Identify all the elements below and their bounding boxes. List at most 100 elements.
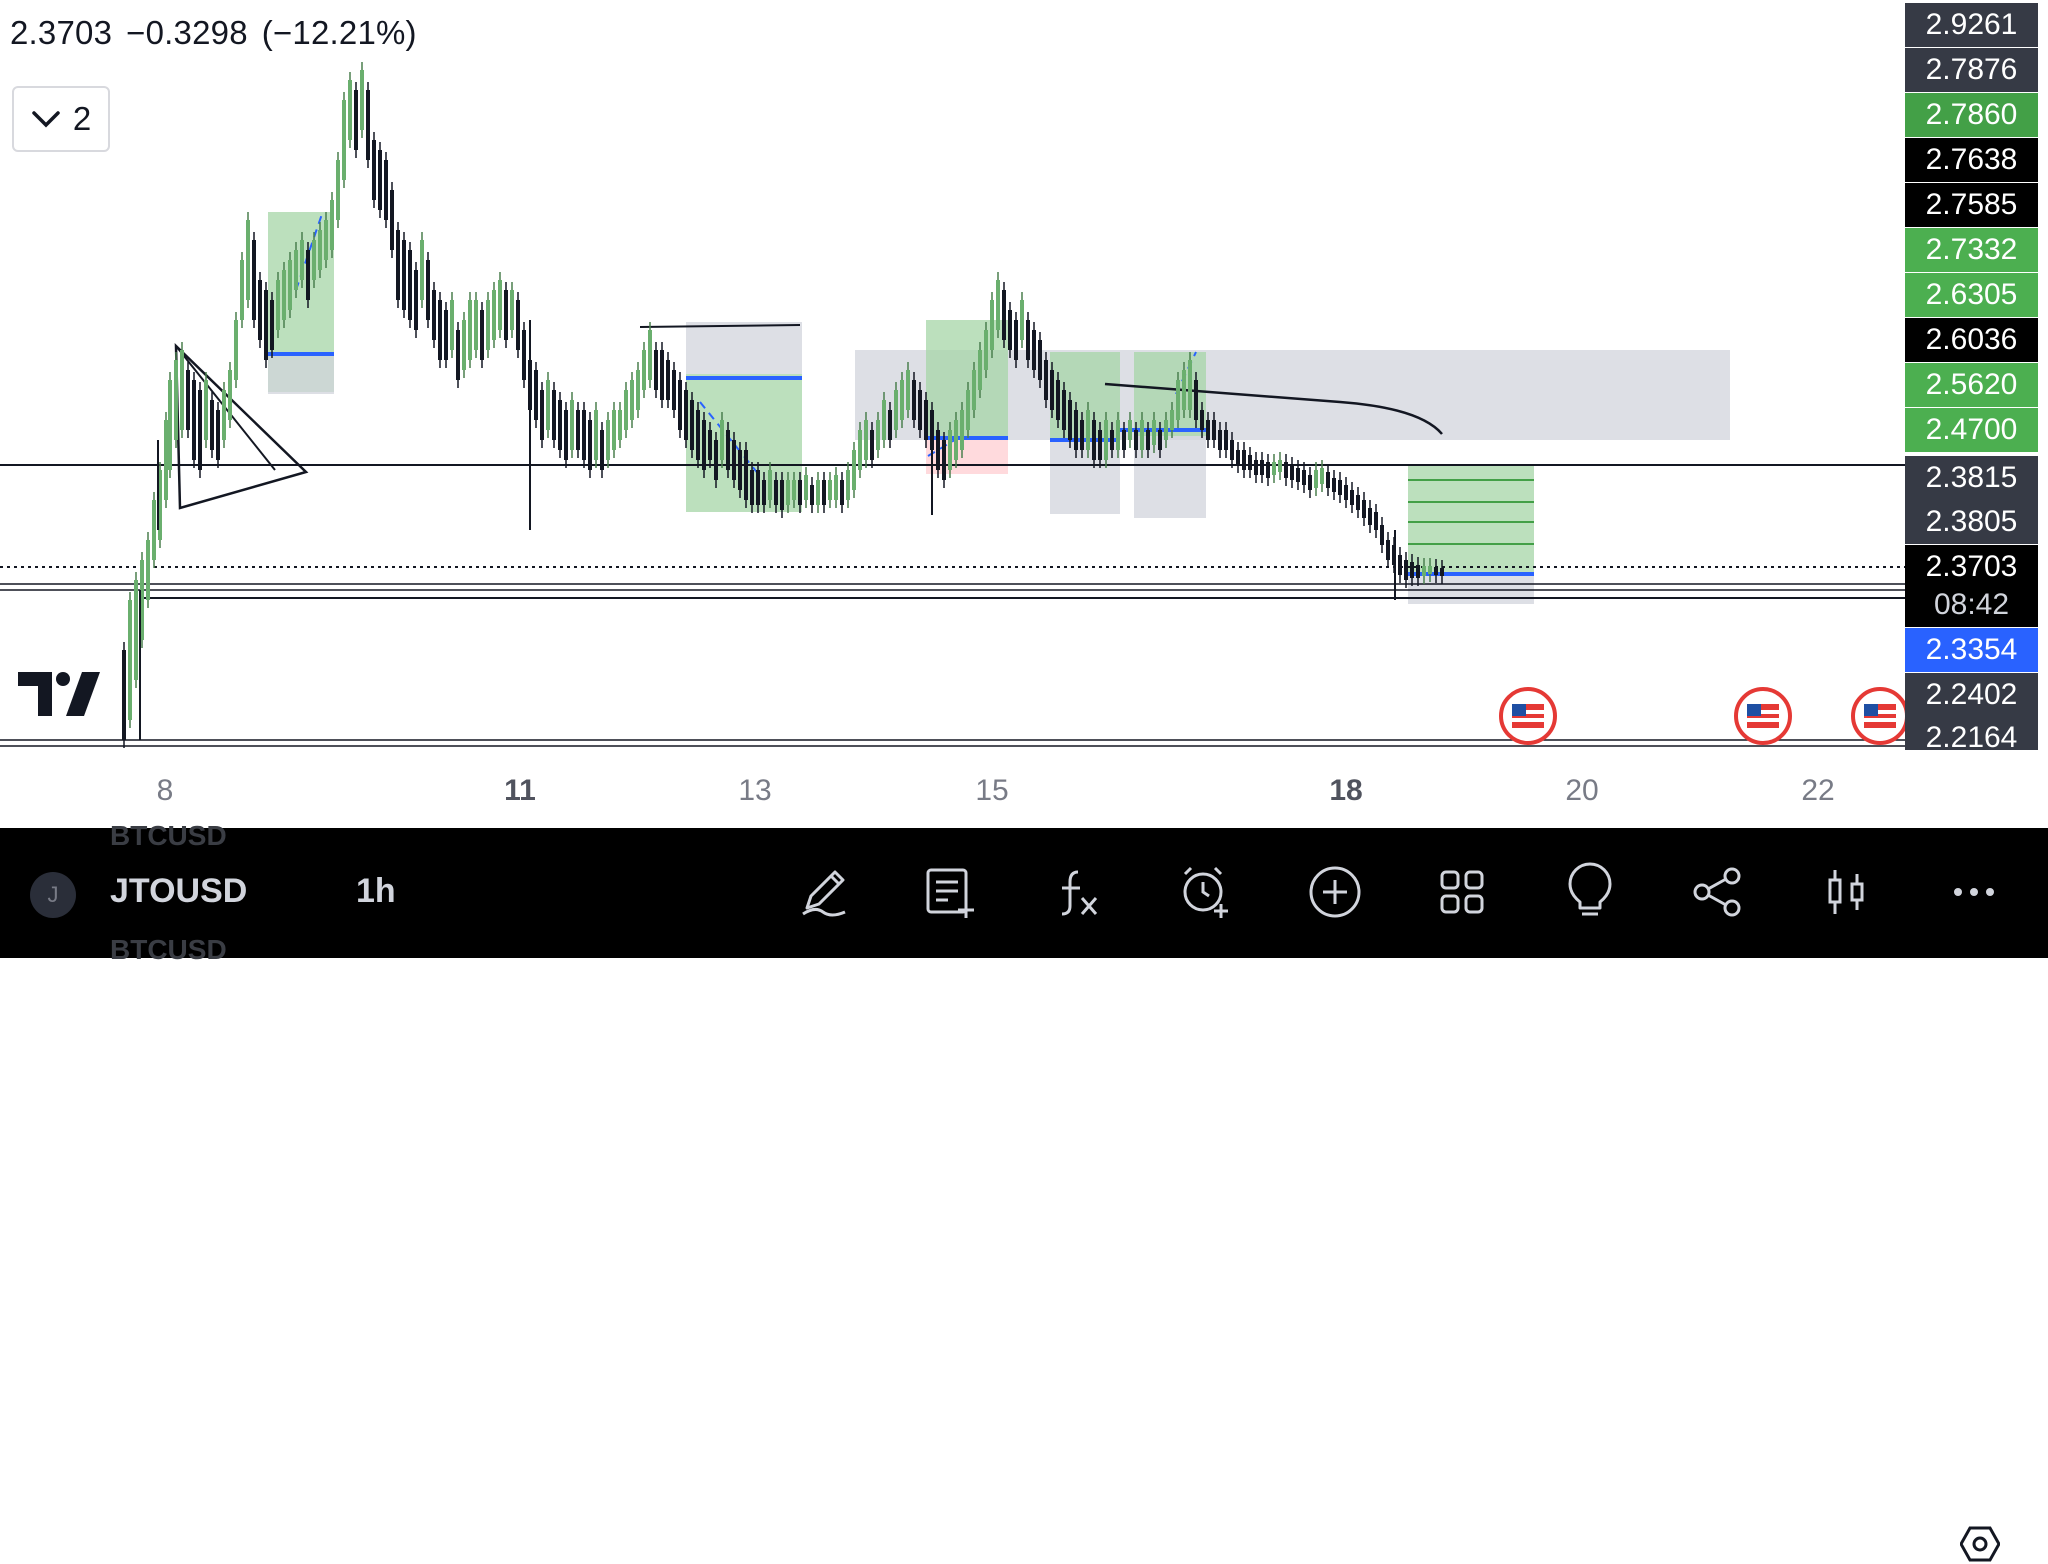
position-gray-zone <box>1050 438 1120 514</box>
candle-body <box>1296 468 1300 482</box>
chevron-down-icon <box>32 111 60 128</box>
candle-body <box>1038 340 1042 380</box>
drawing-pen-icon[interactable] <box>795 862 855 922</box>
candle-body <box>756 470 760 505</box>
candle-body <box>654 350 658 390</box>
candle-body <box>1272 462 1276 475</box>
candle-body <box>396 230 400 300</box>
candle-body <box>1170 410 1174 430</box>
price-scale-label: 2.7332 <box>1905 228 2038 272</box>
candle-body <box>1206 420 1210 440</box>
candle-body <box>972 370 976 410</box>
us-flag-icon <box>1864 718 1896 722</box>
candle-body <box>822 480 826 505</box>
layouts-grid-icon[interactable] <box>1432 862 1492 922</box>
chart-type-candles-icon[interactable] <box>1816 862 1876 922</box>
add-note-icon[interactable] <box>920 862 980 922</box>
symbol-ghost-top: BTCUSD <box>110 820 227 851</box>
candle-body <box>122 650 126 740</box>
candle-body <box>1158 430 1162 450</box>
candle-body <box>516 300 520 350</box>
candle-body <box>1068 400 1072 440</box>
candle-body <box>1284 462 1288 478</box>
price-scale-label: 2.5620 <box>1905 363 2038 407</box>
candle-body <box>1434 567 1438 575</box>
symbol-name[interactable]: JTOUSD <box>110 872 248 910</box>
chart-pane[interactable]: 2.3703 −0.3298 (−12.21%) 2 <box>0 0 1905 750</box>
candle-body <box>642 350 646 390</box>
candle-body <box>780 480 784 510</box>
price-scale-label: 2.6305 <box>1905 273 2038 317</box>
time-axis-label: 8 <box>156 774 174 807</box>
us-flag-icon <box>1864 704 1878 716</box>
add-alert-icon[interactable] <box>1175 862 1235 922</box>
share-icon[interactable] <box>1688 862 1748 922</box>
symbol-avatar[interactable]: J <box>30 872 76 918</box>
candle-body <box>522 330 526 380</box>
candle-body <box>348 80 352 140</box>
candle-body <box>552 390 556 440</box>
candle-body <box>486 300 490 350</box>
candle-body <box>648 330 652 380</box>
candle-body <box>1116 420 1120 450</box>
candle-body <box>1104 420 1108 460</box>
candle-body <box>192 380 196 460</box>
chart-settings-hexagon-icon[interactable] <box>1960 1524 2000 1564</box>
candle-body <box>630 380 634 420</box>
candle-body <box>936 430 940 470</box>
candle-body <box>1374 512 1378 530</box>
candle-body <box>270 300 274 350</box>
candle-body <box>882 400 886 440</box>
us-flag-icon <box>1747 718 1779 722</box>
indicators-count: 2 <box>72 100 92 137</box>
candle-body <box>378 150 382 210</box>
us-flag-icon <box>1512 704 1526 716</box>
candle-body <box>342 100 346 180</box>
indicators-collapse-button[interactable]: 2 <box>12 86 110 152</box>
candle-body <box>510 290 514 330</box>
candle-body <box>666 360 670 400</box>
time-axis[interactable]: 8 11 13 15 18 20 22 <box>0 750 2048 1562</box>
price-scale-label: 2.7638 <box>1905 138 2038 182</box>
candle-body <box>222 390 226 440</box>
candle-body <box>1152 420 1156 445</box>
candle-body <box>1050 370 1054 410</box>
candle-body <box>294 250 298 290</box>
candle-body <box>954 420 958 460</box>
candle-body <box>576 410 580 450</box>
candle-body <box>408 250 412 320</box>
price-scale-label: 2.7585 <box>1905 183 2038 227</box>
candle-body <box>990 300 994 350</box>
candle-body <box>840 480 844 505</box>
candle-body <box>480 310 484 360</box>
more-dots-icon[interactable] <box>1944 862 2004 922</box>
candle-body <box>708 430 712 460</box>
position-gray-zone <box>686 322 802 374</box>
time-axis-label: 13 <box>738 774 772 807</box>
candle-body <box>900 380 904 420</box>
candle-body <box>1422 566 1426 576</box>
candle-body <box>828 480 832 500</box>
interval-selector[interactable]: 1h <box>356 872 396 910</box>
candle-body <box>762 480 766 505</box>
candle-body <box>210 400 214 450</box>
time-axis-label: 22 <box>1801 774 1835 807</box>
indicators-fx-icon[interactable] <box>1048 862 1108 922</box>
candle-body <box>360 70 364 130</box>
candle-body <box>330 200 334 250</box>
candle-body <box>660 350 664 400</box>
price-scale[interactable]: 2.9261 2.7876 2.7860 2.7638 2.7585 2.7332 2.63… <box>1905 0 2048 760</box>
candle-body <box>1314 470 1318 488</box>
price-chart[interactable] <box>0 0 1905 750</box>
candle-body <box>1308 475 1312 490</box>
add-circle-icon[interactable] <box>1305 862 1365 922</box>
candle-body <box>504 290 508 340</box>
candle-body <box>1368 508 1372 525</box>
candle-body <box>750 470 754 505</box>
ideas-lightbulb-icon[interactable] <box>1560 862 1620 922</box>
price-scale-label: 2.6036 <box>1905 318 2038 362</box>
candle-body <box>324 220 328 260</box>
candle-body <box>1224 430 1228 450</box>
candle-body <box>672 370 676 410</box>
last-price: 2.3703 <box>10 14 113 51</box>
